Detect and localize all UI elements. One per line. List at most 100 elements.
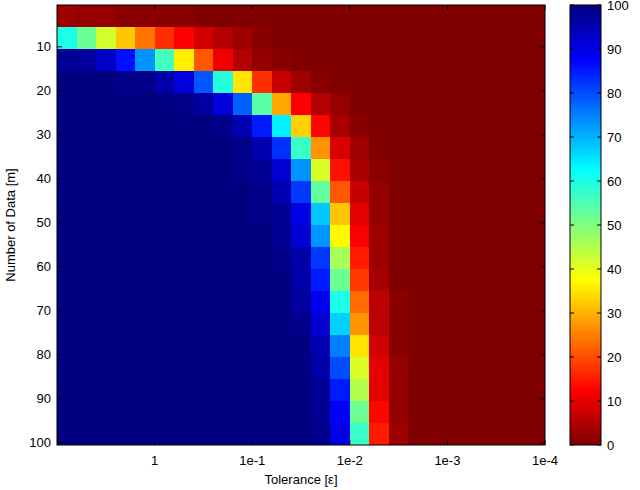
cell xyxy=(291,203,311,226)
cell xyxy=(194,401,214,424)
cell xyxy=(96,401,116,424)
colorbar-tick-label: 80 xyxy=(607,86,621,101)
cell xyxy=(116,203,136,226)
cell xyxy=(77,269,97,292)
cell xyxy=(174,225,194,248)
cell xyxy=(291,335,311,358)
cell xyxy=(486,93,506,116)
cell xyxy=(155,5,175,28)
y-tick xyxy=(57,46,62,47)
cell xyxy=(213,357,233,380)
cell xyxy=(350,71,370,94)
cell xyxy=(233,379,253,402)
y-tick xyxy=(540,222,545,223)
cell xyxy=(389,401,409,424)
cell xyxy=(369,401,389,424)
cell xyxy=(389,269,409,292)
cell xyxy=(155,49,175,72)
y-tick xyxy=(57,354,62,355)
cell xyxy=(408,291,428,314)
cell xyxy=(135,115,155,138)
y-tick xyxy=(57,134,62,135)
cell xyxy=(350,137,370,160)
cell xyxy=(447,401,467,424)
cell xyxy=(174,115,194,138)
cell xyxy=(116,225,136,248)
colorbar-tick xyxy=(597,5,601,6)
cell xyxy=(194,269,214,292)
cell xyxy=(194,27,214,50)
cell xyxy=(408,357,428,380)
cell xyxy=(155,291,175,314)
cell xyxy=(135,181,155,204)
cell xyxy=(194,181,214,204)
cell xyxy=(525,159,545,182)
cell xyxy=(408,137,428,160)
cell xyxy=(135,313,155,336)
y-tick-label: 30 xyxy=(37,127,51,142)
cell xyxy=(447,313,467,336)
cell xyxy=(155,181,175,204)
cell xyxy=(174,247,194,270)
cell xyxy=(57,423,77,445)
cell xyxy=(428,49,448,72)
cell xyxy=(252,27,272,50)
cells xyxy=(57,5,545,445)
cell xyxy=(174,137,194,160)
cell xyxy=(291,137,311,160)
cell xyxy=(467,423,487,445)
cell xyxy=(486,357,506,380)
cell xyxy=(96,159,116,182)
cell xyxy=(96,71,116,94)
cell xyxy=(272,269,292,292)
cell xyxy=(116,379,136,402)
cell xyxy=(486,5,506,28)
cell xyxy=(213,423,233,445)
cell xyxy=(194,423,214,445)
cell xyxy=(506,137,526,160)
cell xyxy=(447,137,467,160)
y-tick-label: 50 xyxy=(37,215,51,230)
cell xyxy=(155,115,175,138)
cell xyxy=(155,27,175,50)
cell xyxy=(447,423,467,445)
colorbar-tick-label: 100 xyxy=(607,0,629,13)
cell xyxy=(135,335,155,358)
cell xyxy=(116,115,136,138)
cell xyxy=(252,115,272,138)
cell xyxy=(467,401,487,424)
cell xyxy=(252,137,272,160)
cell xyxy=(408,247,428,270)
x-tick xyxy=(252,5,253,10)
cell xyxy=(447,335,467,358)
y-tick xyxy=(540,310,545,311)
y-tick-label: 10 xyxy=(37,39,51,54)
cell xyxy=(447,247,467,270)
cell xyxy=(311,247,331,270)
cell xyxy=(525,93,545,116)
cell xyxy=(428,203,448,226)
cell xyxy=(213,335,233,358)
cell xyxy=(57,49,77,72)
cell xyxy=(272,423,292,445)
cell xyxy=(194,137,214,160)
cell xyxy=(135,137,155,160)
cell xyxy=(174,5,194,28)
cell xyxy=(311,49,331,72)
colorbar-tick xyxy=(597,357,601,358)
cell xyxy=(77,313,97,336)
cell xyxy=(272,401,292,424)
cell xyxy=(311,357,331,380)
colorbar-tick xyxy=(570,49,574,50)
cell xyxy=(525,27,545,50)
cell xyxy=(233,335,253,358)
cell xyxy=(311,225,331,248)
cell xyxy=(272,225,292,248)
y-tick xyxy=(57,310,62,311)
cell xyxy=(135,379,155,402)
cell xyxy=(233,401,253,424)
cell xyxy=(233,115,253,138)
cell xyxy=(272,379,292,402)
cell xyxy=(57,401,77,424)
cell xyxy=(428,269,448,292)
